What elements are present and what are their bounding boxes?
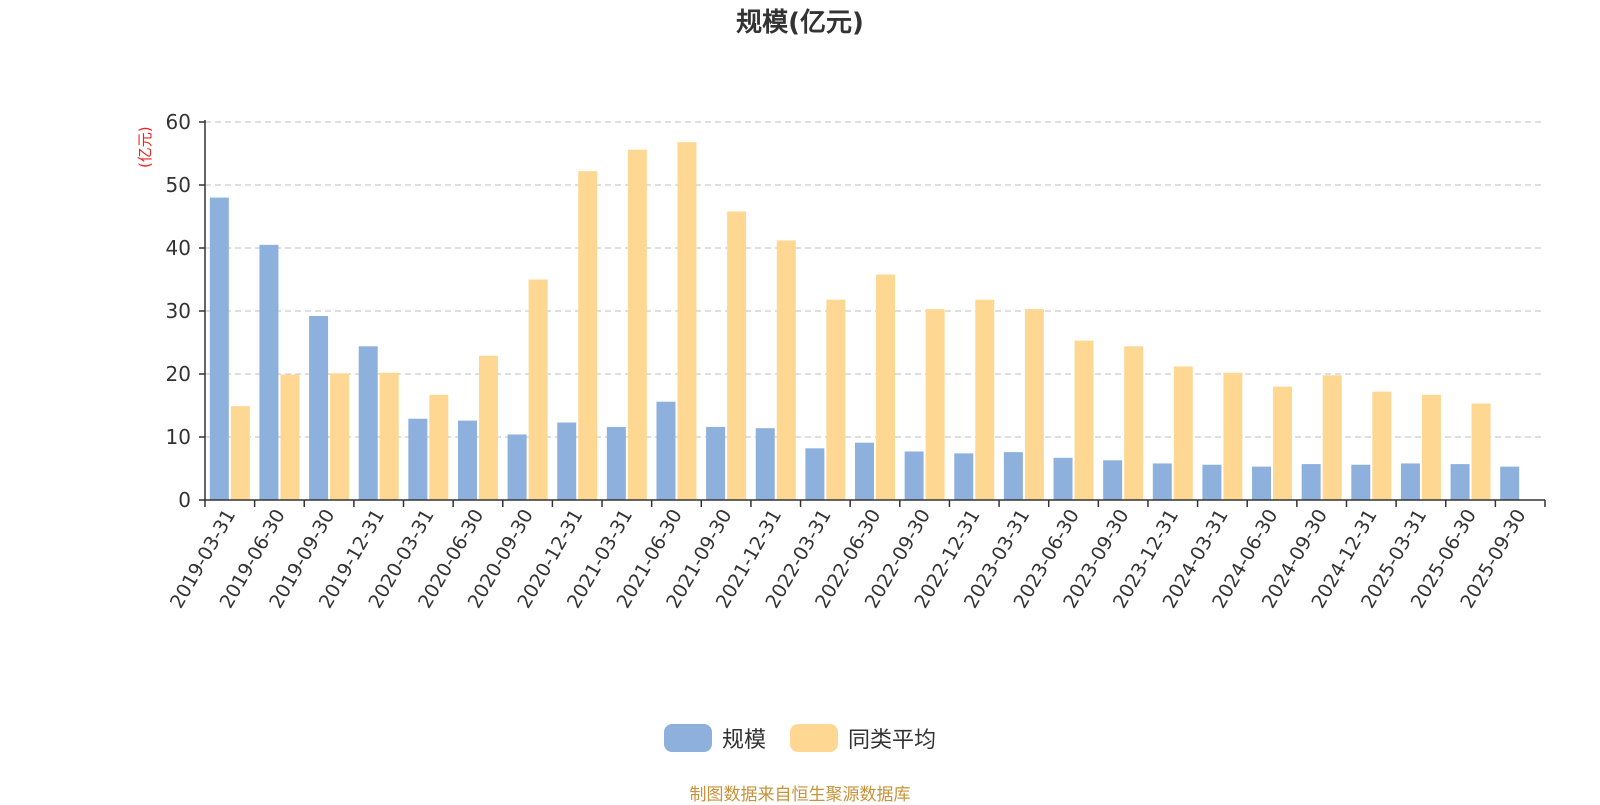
bar-scale	[656, 401, 676, 500]
bar-peer-average	[330, 373, 350, 500]
bar-scale	[1152, 463, 1172, 500]
legend: 规模 同类平均	[0, 722, 1600, 754]
bar-peer-average	[1024, 309, 1044, 500]
bar-peer-average	[826, 299, 846, 500]
bar-scale	[855, 442, 874, 500]
bar-scale	[1351, 464, 1371, 500]
bar-scale	[507, 434, 527, 500]
bar-peer-average	[1173, 366, 1193, 500]
bar-peer-average	[677, 142, 697, 500]
bar-scale	[954, 453, 974, 500]
bar-scale	[259, 244, 279, 500]
bar-scale	[1053, 457, 1073, 500]
bar-scale	[1003, 452, 1023, 500]
bar-scale	[805, 448, 825, 500]
bar-peer-average	[1471, 403, 1491, 500]
bar-scale	[358, 346, 378, 500]
legend-label-peer-average: 同类平均	[848, 728, 937, 753]
bar-peer-average	[429, 394, 449, 500]
y-tick-label: 40	[166, 236, 191, 260]
bar-scale	[1202, 464, 1222, 500]
y-axis-label: (亿元)	[136, 126, 154, 168]
bar-peer-average	[379, 372, 399, 500]
legend-item-scale[interactable]: 规模	[663, 722, 766, 754]
bar-peer-average	[776, 240, 796, 500]
bar-peer-average	[1322, 375, 1342, 500]
source-note: 制图数据来自恒生聚源数据库	[689, 785, 911, 805]
bar-peer-average	[1273, 386, 1293, 500]
bar-scale	[904, 451, 924, 500]
bar-scale	[1450, 464, 1470, 500]
legend-item-peer-average[interactable]: 同类平均	[790, 722, 936, 754]
y-tick-label: 60	[166, 110, 191, 134]
y-tick-label: 30	[166, 299, 191, 323]
bar-scale	[706, 426, 726, 500]
bar-scale	[1252, 466, 1272, 500]
legend-swatch-scale	[663, 724, 712, 752]
bar-peer-average	[1223, 372, 1243, 500]
y-tick-label: 20	[166, 362, 191, 386]
legend-swatch-peer-average	[790, 724, 838, 752]
y-tick-label: 50	[166, 173, 191, 197]
bar-scale	[606, 426, 626, 500]
bar-scale	[457, 420, 477, 500]
bar-peer-average	[578, 171, 598, 500]
bar-scale	[209, 197, 229, 500]
bar-peer-average	[1074, 340, 1094, 500]
bar-peer-average	[280, 374, 300, 500]
bar-peer-average	[925, 309, 945, 500]
bar-scale	[408, 418, 428, 500]
bar-peer-average	[627, 149, 647, 500]
bar-scale	[1500, 466, 1520, 500]
bar-scale	[1103, 460, 1123, 500]
bar-peer-average	[1372, 391, 1392, 500]
bar-peer-average	[230, 406, 250, 500]
bar-scale	[1400, 463, 1420, 500]
bar-peer-average	[876, 274, 895, 500]
bar-scale	[309, 316, 329, 500]
y-tick-label: 10	[166, 425, 191, 449]
bar-peer-average	[1421, 394, 1441, 500]
y-tick-label: 0	[178, 488, 191, 512]
legend-label-scale: 规模	[721, 728, 766, 753]
bar-peer-average	[528, 279, 548, 500]
bar-scale	[1301, 464, 1321, 500]
bar-peer-average	[975, 299, 995, 500]
bar-scale	[755, 428, 775, 500]
chart-title: 规模(亿元)	[736, 8, 864, 38]
bar-scale	[557, 422, 577, 500]
bar-peer-average	[478, 355, 498, 500]
bar-peer-average	[727, 211, 747, 500]
bar-peer-average	[1124, 346, 1144, 500]
